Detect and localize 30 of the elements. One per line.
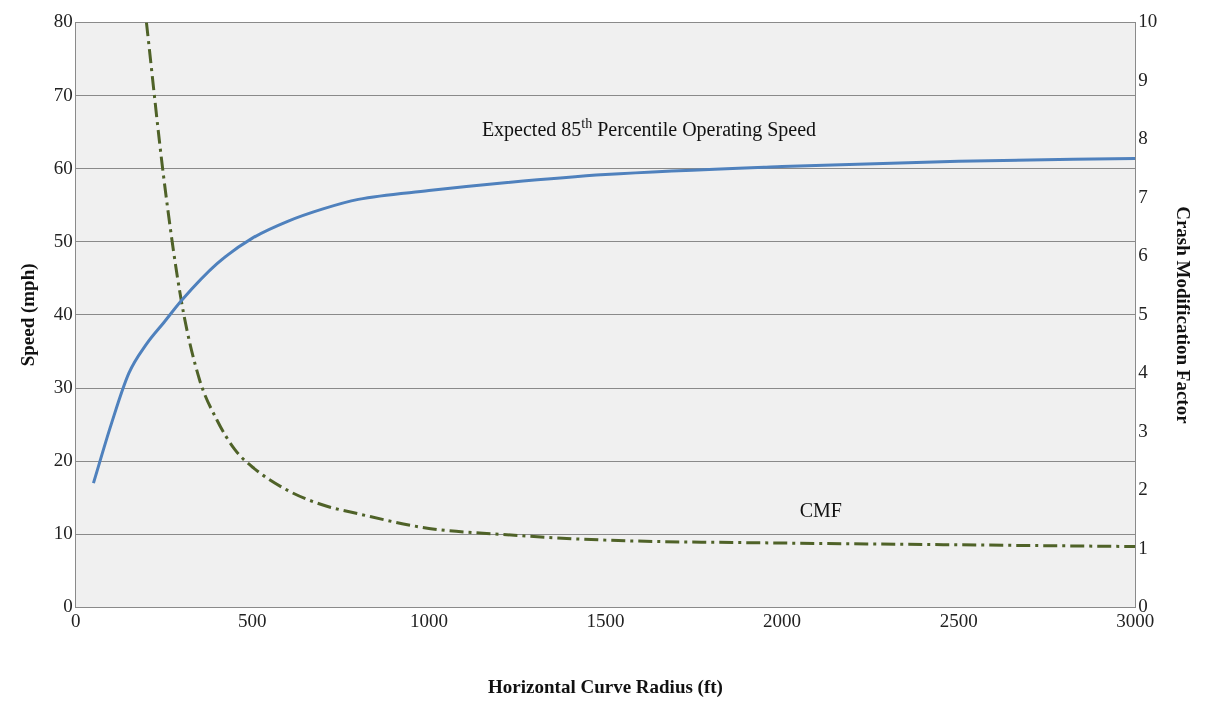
x-tick-label: 500: [238, 609, 267, 631]
x-tick-label: 1500: [586, 609, 625, 631]
y-tick-label: 60: [53, 156, 73, 178]
y-tick-label: 30: [53, 376, 73, 398]
line-series: [144, 22, 1136, 549]
y2-tick-label: 1: [1138, 536, 1148, 558]
y2-tick-label: 5: [1138, 302, 1148, 324]
x-tick-label: 2000: [763, 609, 802, 631]
y2-tick-label: 3: [1138, 419, 1148, 441]
y-tick-label: 20: [53, 449, 73, 471]
y-tick-label: 70: [53, 83, 73, 105]
y2-axis-title: Crash Modification Factor: [1172, 206, 1194, 425]
y2-tick-label: 10: [1138, 10, 1158, 32]
x-axis-title: Horizontal Curve Radius (ft): [488, 675, 723, 698]
y-axis-title: Speed (mph): [17, 263, 40, 367]
y-tick-label: 80: [53, 10, 73, 32]
line-series: [91, 156, 1136, 485]
y-tick-label: 50: [53, 229, 73, 251]
y2-tick-label: 8: [1138, 127, 1148, 149]
y2-tick-label: 4: [1138, 361, 1149, 383]
y2-tick-label: 2: [1138, 478, 1148, 500]
y-tick-label: 10: [53, 522, 73, 544]
x-tick-label: 2500: [939, 609, 978, 631]
y2-tick-label: 6: [1138, 244, 1148, 266]
y-tick-label: 40: [53, 302, 73, 324]
x-tick-label: 1000: [409, 609, 448, 631]
series-label: CMF: [799, 498, 842, 521]
y2-tick-label: 9: [1138, 68, 1148, 90]
y-tick-label: 0: [63, 595, 73, 617]
y2-tick-label: 7: [1138, 185, 1148, 207]
